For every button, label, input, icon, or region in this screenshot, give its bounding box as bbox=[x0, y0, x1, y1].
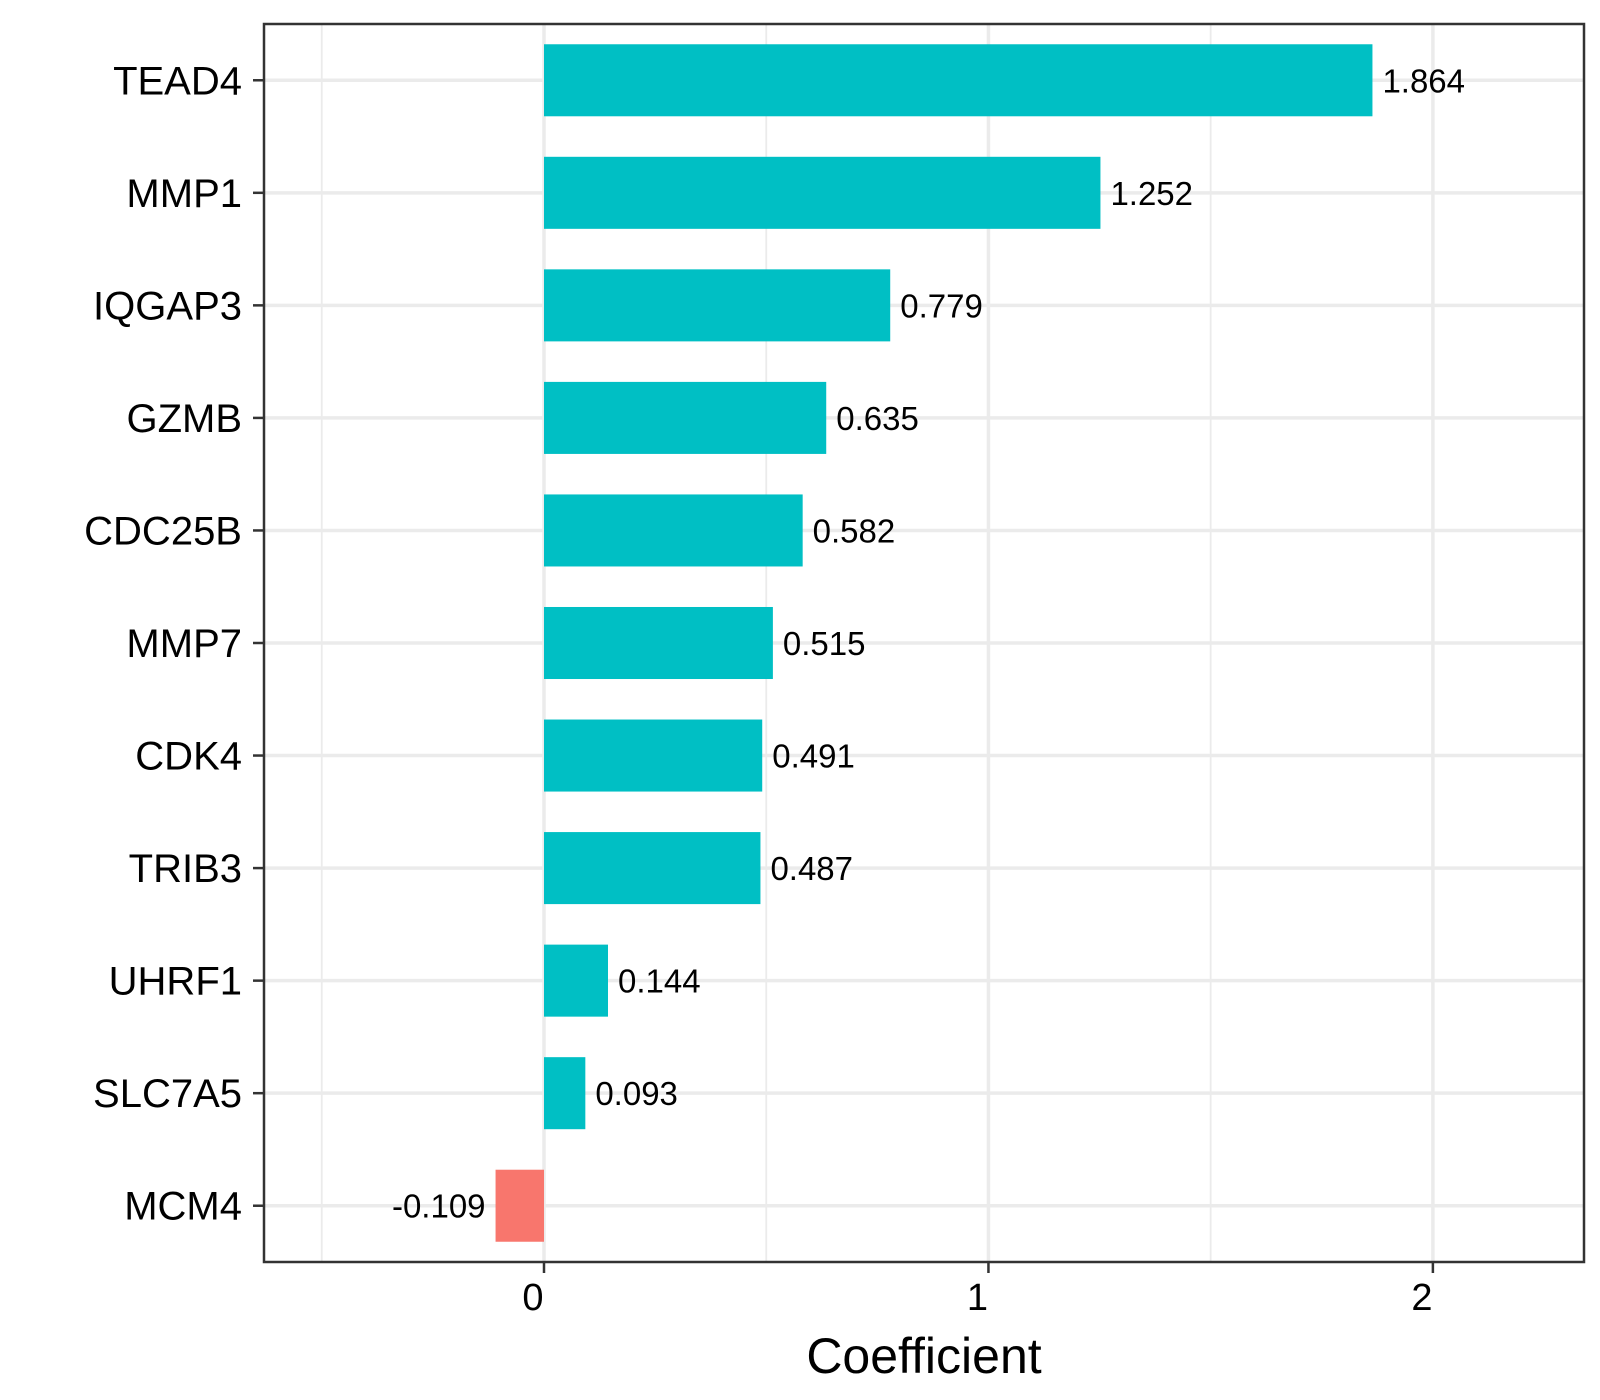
data-label-gzmb: 0.635 bbox=[836, 400, 919, 437]
x-axis-title: Coefficient bbox=[806, 1328, 1041, 1384]
data-labels: 1.864 1.252 0.779 0.635 0.582 0.515 0.491 0.487… bbox=[392, 62, 1465, 1224]
y-tick-label: CDC25B bbox=[84, 509, 242, 553]
bars bbox=[495, 44, 1373, 1242]
y-axis: TEAD4 MMP1 IQGAP3 GZMB CDC25B MMP7 CDK4 TRIB3 UH… bbox=[84, 59, 264, 1229]
bar-cdc25b bbox=[544, 494, 803, 567]
x-axis: 0 1 2 bbox=[522, 1262, 1435, 1319]
data-label-cdk4: 0.491 bbox=[772, 738, 855, 775]
y-tick-label: IQGAP3 bbox=[93, 284, 242, 328]
y-tick-label: UHRF1 bbox=[109, 960, 242, 1004]
y-tick-label: SLC7A5 bbox=[93, 1072, 242, 1116]
y-tick-label: TRIB3 bbox=[129, 847, 242, 891]
data-label-mmp1: 1.252 bbox=[1110, 175, 1193, 212]
y-tick-label: GZMB bbox=[126, 397, 242, 441]
bar-tead4 bbox=[544, 44, 1373, 117]
data-label-mmp7: 0.515 bbox=[783, 625, 866, 662]
y-tick-label: CDK4 bbox=[135, 735, 242, 779]
bar-cdk4 bbox=[544, 719, 763, 792]
data-label-slc7a5: 0.093 bbox=[595, 1075, 678, 1112]
data-label-tead4: 1.864 bbox=[1382, 62, 1465, 99]
data-label-uhrf1: 0.144 bbox=[618, 963, 701, 1000]
data-label-trib3: 0.487 bbox=[770, 850, 853, 887]
data-label-cdc25b: 0.582 bbox=[813, 512, 896, 549]
data-label-iqgap3: 0.779 bbox=[900, 287, 983, 324]
bar-iqgap3 bbox=[544, 269, 891, 342]
y-tick-label: MMP1 bbox=[126, 172, 242, 216]
bar-mcm4 bbox=[495, 1169, 544, 1242]
x-tick-label: 2 bbox=[1411, 1277, 1432, 1319]
bar-slc7a5 bbox=[544, 1057, 586, 1130]
data-label-mcm4: -0.109 bbox=[392, 1188, 486, 1225]
bar-trib3 bbox=[544, 832, 761, 905]
bar-mmp7 bbox=[544, 606, 773, 680]
bar-uhrf1 bbox=[544, 944, 608, 1017]
bar-gzmb bbox=[544, 381, 827, 454]
y-tick-label: MMP7 bbox=[126, 622, 242, 666]
y-tick-label: TEAD4 bbox=[113, 59, 242, 103]
x-tick-label: 0 bbox=[522, 1277, 543, 1319]
bar-mmp1 bbox=[544, 156, 1101, 229]
x-tick-label: 1 bbox=[967, 1277, 988, 1319]
y-tick-label: MCM4 bbox=[124, 1185, 242, 1229]
